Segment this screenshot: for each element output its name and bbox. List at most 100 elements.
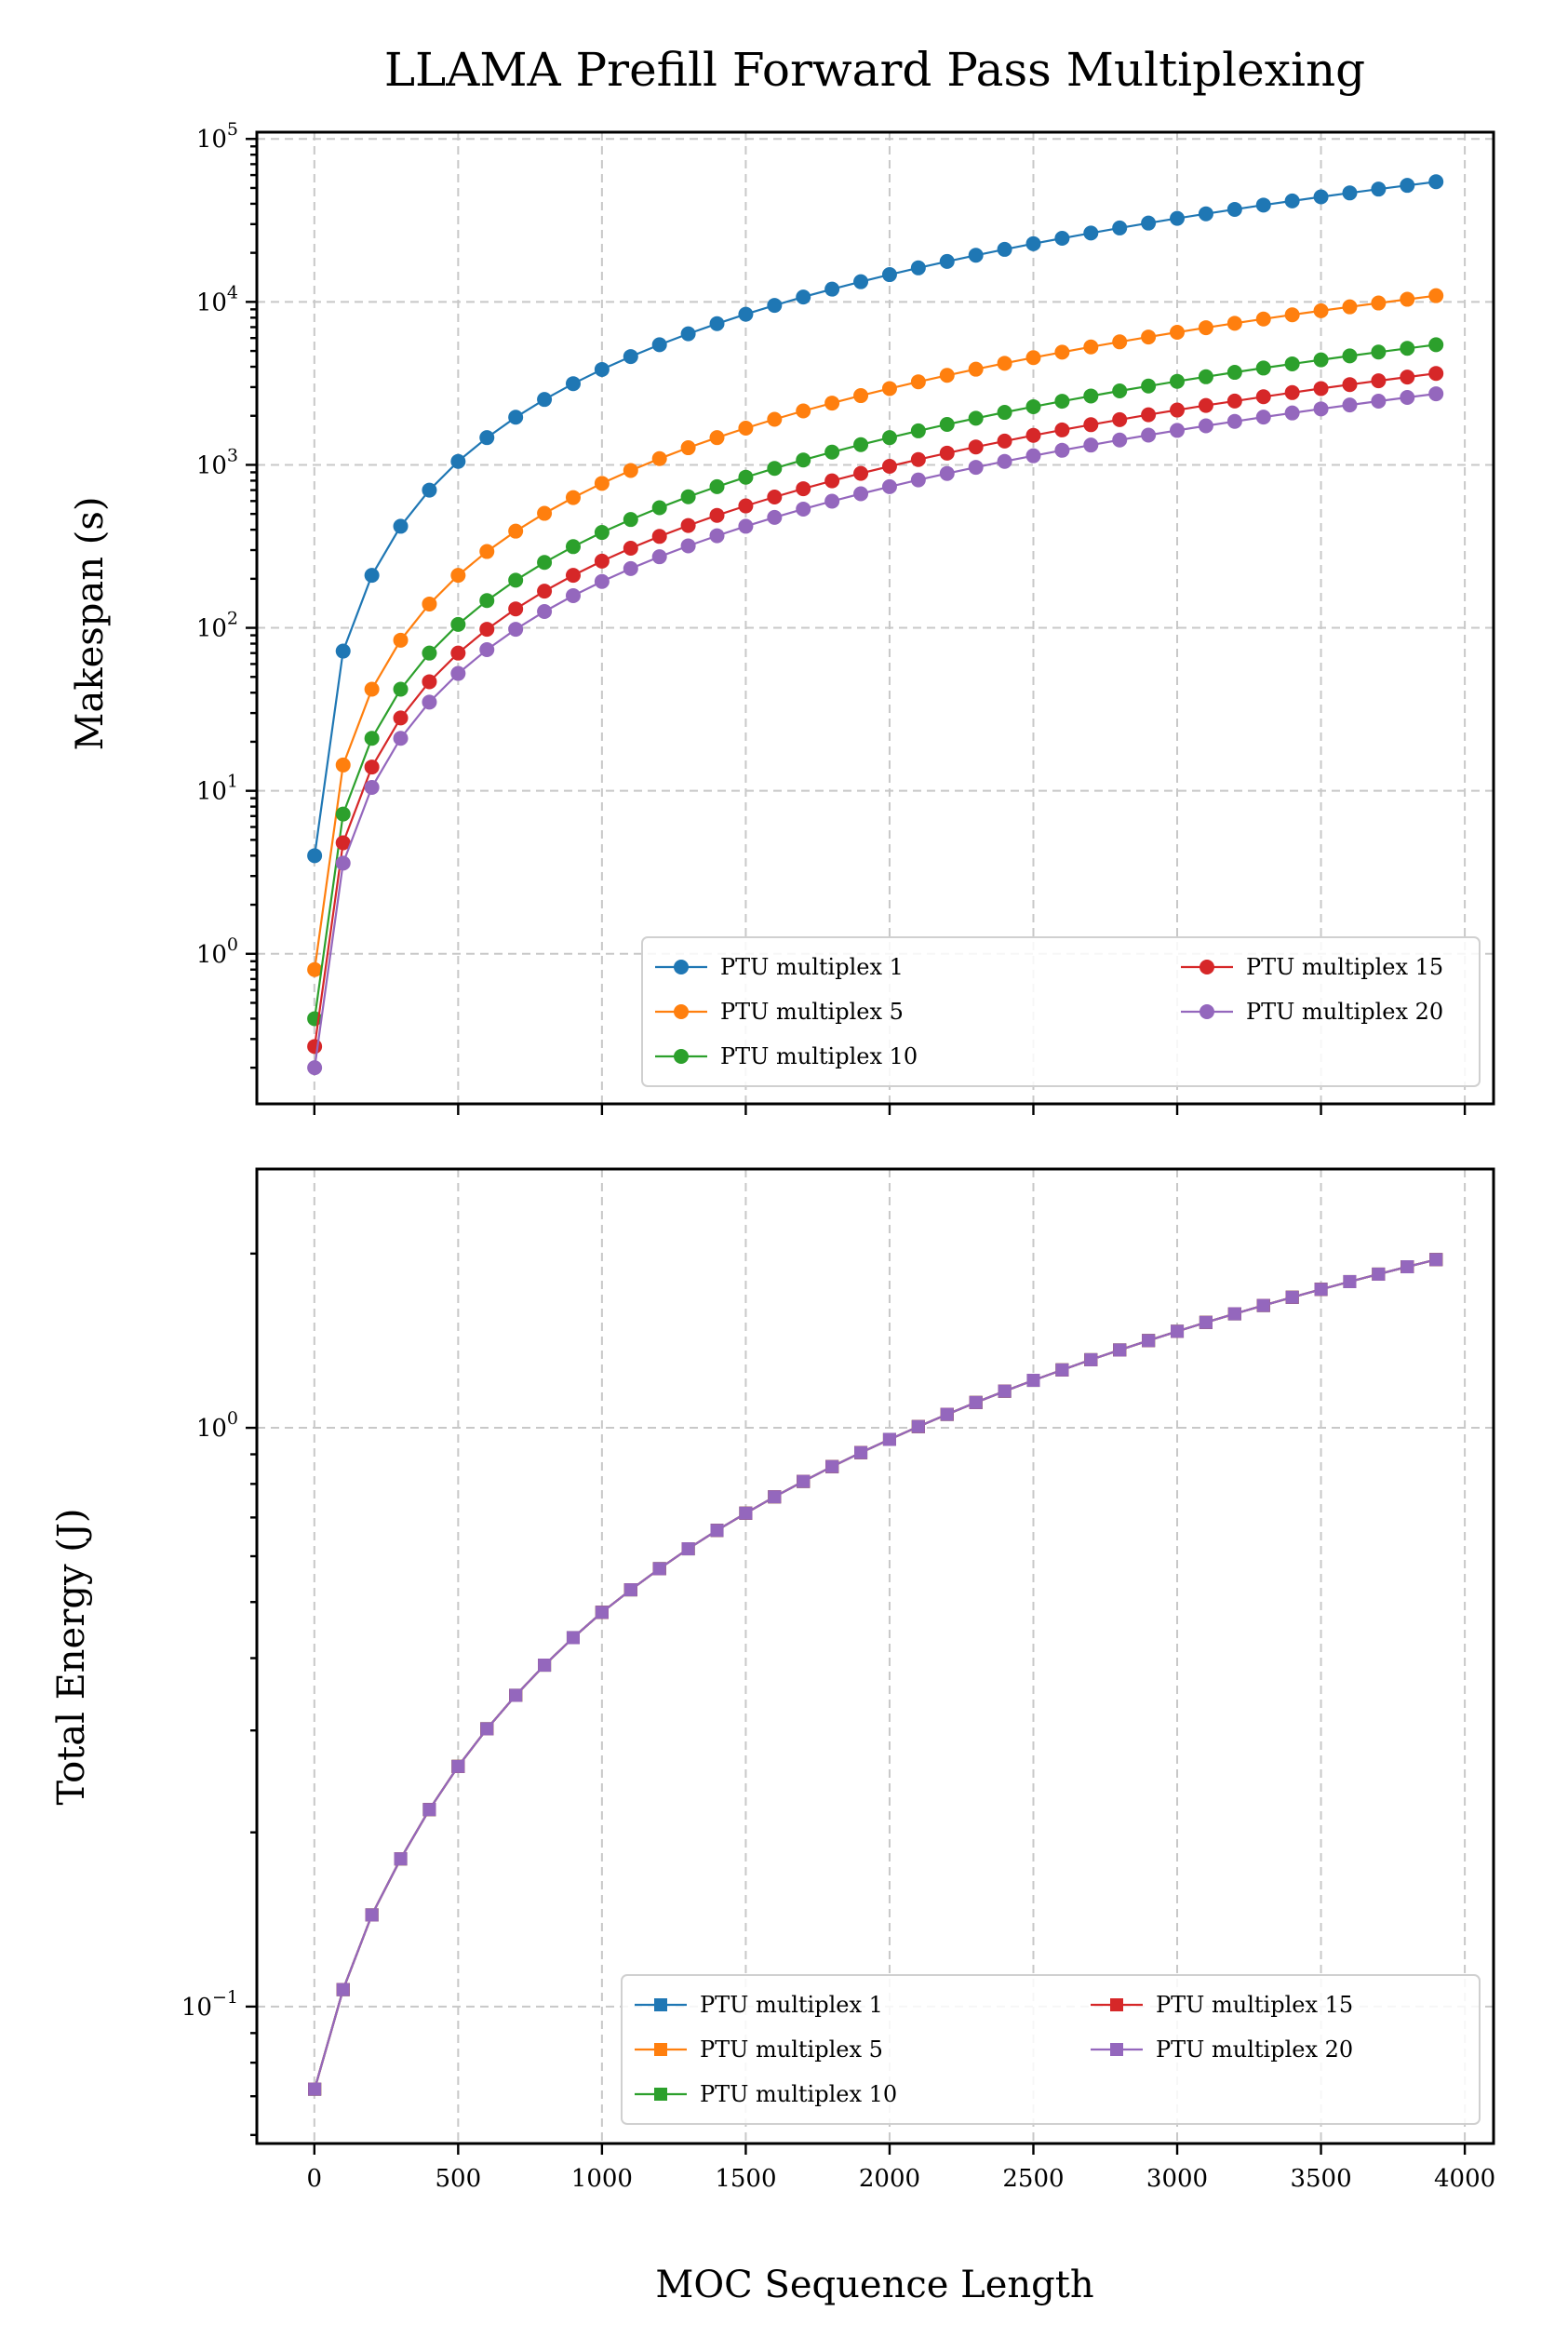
data-point xyxy=(479,430,495,446)
legend-marker xyxy=(1199,1004,1214,1019)
data-point xyxy=(739,1506,753,1520)
data-point xyxy=(968,410,984,426)
data-point xyxy=(1400,178,1415,194)
data-point xyxy=(479,593,495,609)
data-point xyxy=(680,517,696,533)
legend-box xyxy=(621,1974,1481,2125)
data-point xyxy=(1342,397,1358,413)
data-point xyxy=(1025,427,1041,443)
data-point xyxy=(450,665,466,681)
data-point xyxy=(738,421,754,437)
data-point xyxy=(968,439,984,455)
data-point xyxy=(1429,1253,1443,1267)
legend: PTU multiplex 1 PTU multiplex 5 PTU multip… xyxy=(621,1974,1481,2125)
data-point xyxy=(998,1384,1012,1398)
data-point xyxy=(1112,411,1128,427)
data-point xyxy=(1054,394,1070,410)
data-point xyxy=(651,529,667,544)
data-point xyxy=(910,451,926,467)
data-point xyxy=(738,518,754,534)
data-point xyxy=(393,731,409,746)
data-point xyxy=(565,490,581,505)
data-point xyxy=(997,405,1012,421)
series-line xyxy=(314,181,1437,856)
legend-marker xyxy=(654,2043,667,2056)
data-point xyxy=(738,306,754,322)
data-point xyxy=(307,848,323,864)
data-point xyxy=(1170,324,1186,340)
data-point xyxy=(939,445,955,461)
data-point xyxy=(1428,366,1444,382)
data-point xyxy=(1400,1260,1414,1274)
data-point xyxy=(1025,235,1041,251)
data-point xyxy=(680,538,696,554)
legend-label: PTU multiplex 10 xyxy=(720,1043,918,1069)
data-point xyxy=(881,430,897,446)
data-point xyxy=(307,961,323,977)
data-point xyxy=(968,460,984,476)
data-point xyxy=(709,430,725,446)
legend: PTU multiplex 1 PTU multiplex 5 PTU multip… xyxy=(641,936,1481,1087)
data-point xyxy=(479,622,495,638)
data-point xyxy=(1025,350,1041,366)
legend-marker xyxy=(1110,2043,1123,2056)
data-point xyxy=(997,241,1012,257)
data-point xyxy=(1400,389,1415,405)
legend-label: PTU multiplex 10 xyxy=(700,2081,897,2107)
data-point xyxy=(422,1803,436,1817)
data-point xyxy=(1198,418,1213,434)
data-point xyxy=(1372,1267,1386,1281)
data-point xyxy=(709,478,725,494)
data-point xyxy=(1284,405,1300,421)
data-point xyxy=(1400,291,1415,307)
data-point xyxy=(623,349,638,365)
data-point xyxy=(480,1722,494,1736)
data-point xyxy=(824,473,840,489)
data-point xyxy=(1198,369,1213,384)
data-point xyxy=(594,553,610,569)
data-point xyxy=(1371,393,1387,409)
data-point xyxy=(1255,360,1271,376)
data-point xyxy=(1313,189,1329,205)
series-line xyxy=(314,393,1437,1068)
legend-label: PTU multiplex 1 xyxy=(700,1992,883,2018)
data-point xyxy=(1198,397,1213,413)
y-tick-label: 102 xyxy=(196,609,238,643)
data-point xyxy=(336,1982,350,1996)
data-point xyxy=(623,541,638,557)
data-point xyxy=(394,1852,408,1866)
data-point xyxy=(1142,1334,1156,1348)
data-point xyxy=(939,416,955,432)
data-point xyxy=(422,482,437,498)
data-point xyxy=(1054,344,1070,360)
legend-marker xyxy=(674,960,689,974)
data-point xyxy=(1025,398,1041,414)
data-point xyxy=(997,356,1012,371)
data-point xyxy=(1313,352,1329,368)
x-tick-label: 2500 xyxy=(1002,2165,1064,2193)
data-point xyxy=(709,316,725,331)
energy-panel: 0 500 1000 1500 2000 2500 3000 3500 4000 10−1 100 P… xyxy=(181,1167,1495,2193)
y-tick-label: 100 xyxy=(196,1408,238,1443)
data-point xyxy=(680,489,696,504)
data-point xyxy=(364,779,380,795)
data-point xyxy=(881,458,897,474)
data-point xyxy=(450,616,466,632)
data-point xyxy=(1141,427,1157,443)
legend-marker xyxy=(674,1049,689,1064)
data-point xyxy=(1141,215,1157,231)
data-point xyxy=(767,461,783,477)
data-point xyxy=(940,1407,954,1421)
data-point xyxy=(767,509,783,525)
data-point xyxy=(681,1542,695,1556)
data-point xyxy=(1226,365,1242,381)
data-point xyxy=(968,361,984,377)
series-line xyxy=(314,372,1437,1047)
data-point xyxy=(623,1583,637,1597)
data-point xyxy=(537,555,553,571)
data-point xyxy=(767,298,783,314)
series-line xyxy=(314,1258,1437,2090)
data-point xyxy=(623,512,638,528)
data-point xyxy=(1342,377,1358,393)
